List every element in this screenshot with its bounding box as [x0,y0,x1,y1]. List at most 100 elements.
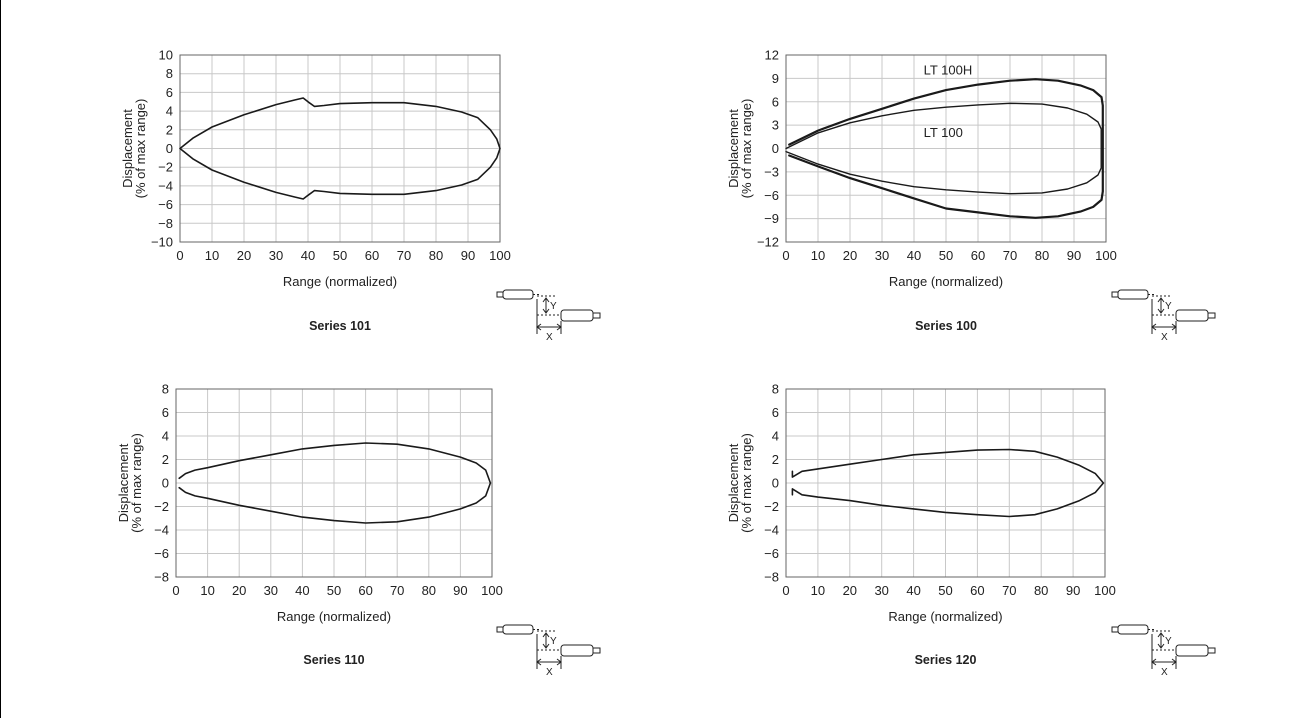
y-tick-label: 0 [772,141,779,156]
x-tick-label: 40 [301,248,315,263]
series-line-1 [178,442,492,524]
y-tick-label: 3 [772,118,779,133]
x-axis-label: Range (normalized) [889,274,1003,289]
y-axis-label: Displacement [120,109,135,188]
y-tick-label: −10 [151,235,173,250]
y-tick-label: 8 [772,382,779,397]
y-tick-label: 8 [166,66,173,81]
y-tick-label: 2 [166,122,173,137]
emitter-body [502,624,534,635]
y-tick-label: 6 [772,94,779,109]
x-dimension-label: X [546,332,553,343]
x-dimension-label: X [546,667,553,678]
x-tick-label: 50 [938,583,952,598]
x-tick-label: 90 [1067,248,1081,263]
y-tick-label: −4 [158,178,173,193]
chart-title: Series 110 [303,653,364,667]
y-axis-label-units: (% of max range) [133,99,148,199]
x-tick-label: 90 [1066,583,1080,598]
chart-2: 0 10 20 30 40 50 60 70 80 90 100129630−3−6−9−12Ran… [726,48,1216,343]
x-arrow-right [556,658,562,666]
x-tick-label: 20 [843,583,857,598]
y-tick-label: 4 [166,104,173,119]
y-tick-label: −9 [764,211,779,226]
y-tick-label: 4 [772,429,779,444]
series-line-1 [788,78,1104,219]
y-dimension-label: Y [1165,636,1172,647]
y-tick-label: −12 [757,235,779,250]
x-tick-label: 70 [397,248,411,263]
y-arrow-down [542,308,550,314]
y-tick-label: −2 [764,499,779,514]
x-tick-label: 10 [811,248,825,263]
series-line-2 [785,102,1102,195]
x-tick-label: 60 [971,248,985,263]
x-tick-label: 30 [874,583,888,598]
y-tick-label: 2 [162,452,169,467]
emitter-body [502,289,534,300]
x-tick-label: 90 [461,248,475,263]
x-dimension-label: X [1161,332,1168,343]
receiver-body [560,309,594,322]
x-arrow-right [556,323,562,331]
x-tick-label: 20 [232,583,246,598]
series-line-1 [791,448,1105,518]
page-left-border [0,0,1,718]
x-tick-label: 10 [811,583,825,598]
x-tick-label: 0 [176,248,183,263]
x-tick-label: 40 [907,248,921,263]
chart-3: 0 10 20 30 40 50 60 70 80 90 10086420−2−4−6−8Range… [116,382,601,678]
receiver-cap [1207,647,1216,654]
x-arrow-right [1171,323,1177,331]
y-dimension-label: Y [1165,301,1172,312]
x-axis-label: Range (normalized) [888,609,1002,624]
y-tick-label: 6 [162,405,169,420]
x-tick-label: 30 [269,248,283,263]
y-tick-label: −6 [158,197,173,212]
x-tick-label: 100 [489,248,511,263]
annotation-label: LT 100 [924,125,963,140]
annotation-label: LT 100H [924,63,973,78]
x-arrow-left [536,323,542,331]
y-tick-label: −8 [154,570,169,585]
chart-title: Series 100 [915,319,977,333]
chart-title: Series 101 [309,319,371,333]
x-tick-label: 0 [782,248,789,263]
x-tick-label: 80 [1035,248,1049,263]
emitter-cap [1111,291,1119,298]
chart-1: 0 10 20 30 40 50 60 70 80 90 1001086420−2−4−6−8−10… [120,48,601,343]
x-tick-label: 100 [1094,583,1116,598]
y-arrow-up [1157,297,1165,303]
y-arrow-down [1157,308,1165,314]
x-dimension-label: X [1161,667,1168,678]
plot-frame [785,388,1106,578]
y-axis-label-units: (% of max range) [129,433,144,533]
x-tick-label: 80 [1034,583,1048,598]
y-tick-label: −4 [154,523,169,538]
emitter-body [1117,289,1149,300]
y-tick-label: −6 [764,188,779,203]
x-tick-label: 60 [358,583,372,598]
x-tick-label: 80 [429,248,443,263]
x-tick-label: 0 [782,583,789,598]
y-axis-label: Displacement [726,443,741,522]
y-arrow-up [542,632,550,638]
receiver-body [1175,309,1209,322]
x-tick-label: 90 [453,583,467,598]
receiver-cap [592,312,601,319]
x-tick-label: 60 [365,248,379,263]
x-arrow-left [1151,658,1157,666]
x-arrow-right [1171,658,1177,666]
chart-title: Series 120 [915,653,977,667]
y-tick-label: −2 [154,499,169,514]
x-tick-label: 20 [237,248,251,263]
y-arrow-up [542,297,550,303]
y-tick-label: −6 [154,546,169,561]
y-tick-label: 6 [772,405,779,420]
receiver-body [560,644,594,657]
x-tick-label: 50 [939,248,953,263]
series-line-1 [179,97,501,200]
x-tick-label: 70 [1002,583,1016,598]
y-tick-label: 4 [162,429,169,444]
